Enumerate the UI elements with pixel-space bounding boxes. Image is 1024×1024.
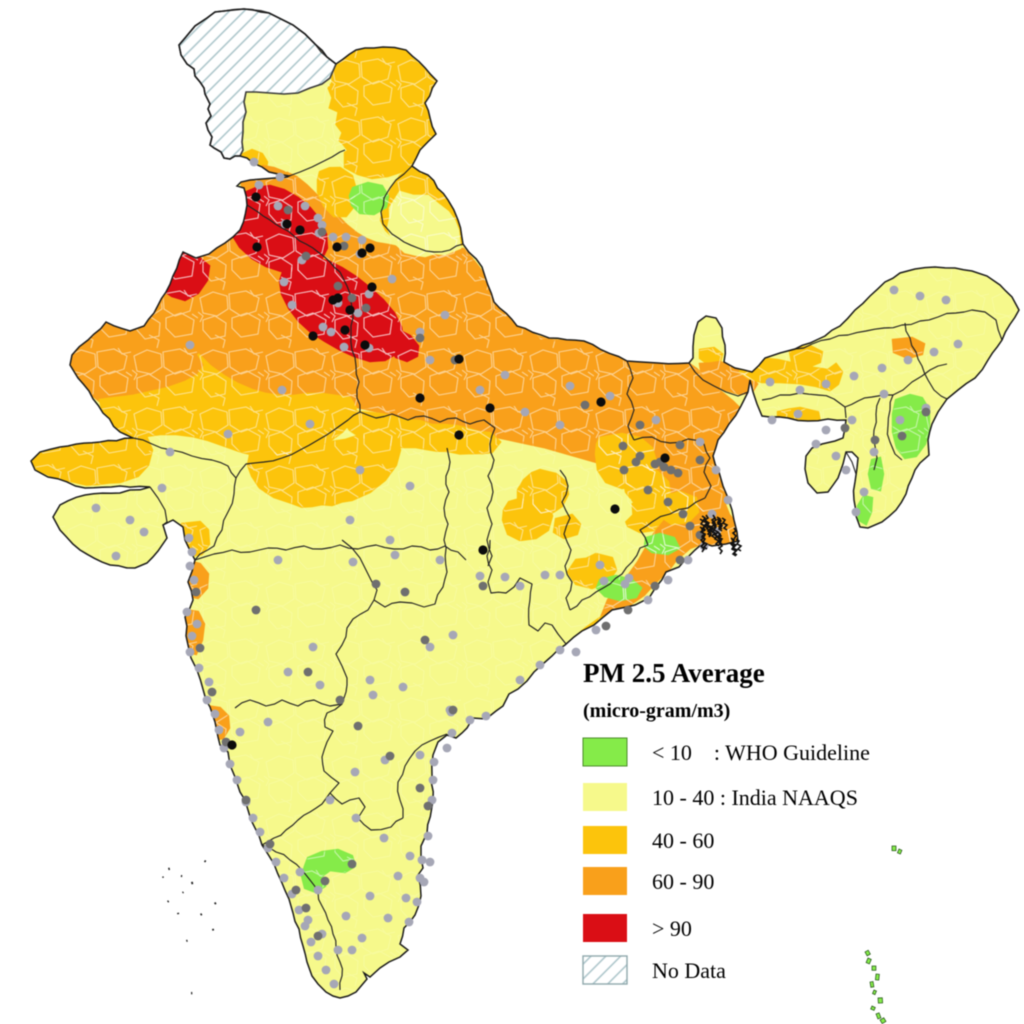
svg-text:(micro-gram/m3): (micro-gram/m3) bbox=[583, 700, 730, 722]
svg-text:< 10 : WHO Guideline: < 10 : WHO Guideline bbox=[652, 740, 870, 765]
svg-text:40 - 60: 40 - 60 bbox=[652, 828, 714, 853]
svg-text:10 - 40 : India NAAQS: 10 - 40 : India NAAQS bbox=[652, 785, 858, 810]
svg-text:PM 2.5 Average: PM 2.5 Average bbox=[583, 658, 765, 688]
svg-text:60 - 90: 60 - 90 bbox=[652, 869, 714, 894]
svg-text:> 90: > 90 bbox=[652, 916, 692, 941]
svg-text:No Data: No Data bbox=[652, 958, 726, 983]
